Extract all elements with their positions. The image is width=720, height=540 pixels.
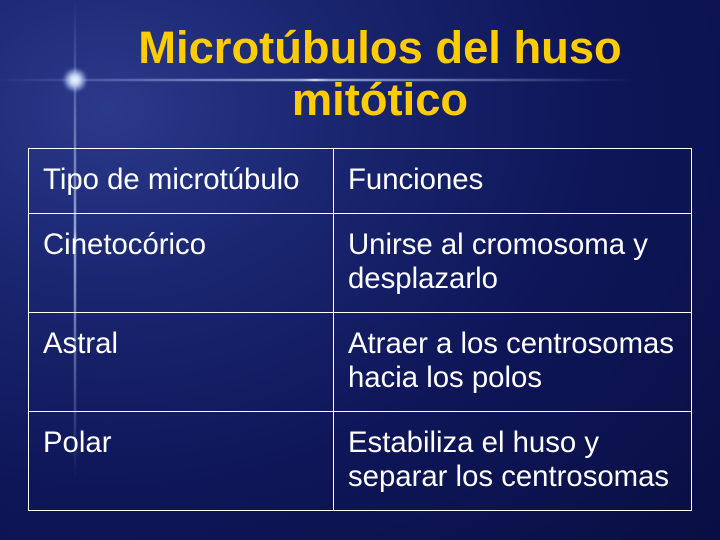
- column-header-tipo: Tipo de microtúbulo: [29, 149, 334, 214]
- table-row: Cinetocórico Unirse al cromosoma y despl…: [29, 214, 692, 313]
- cell-tipo: Cinetocórico: [29, 214, 334, 313]
- slide-title-line2: mitótico: [108, 74, 652, 126]
- table-row: Polar Estabiliza el huso y separar los c…: [29, 412, 692, 511]
- cell-funcion: Unirse al cromosoma y desplazarlo: [333, 214, 691, 313]
- table-header-row: Tipo de microtúbulo Funciones: [29, 149, 692, 214]
- microtubule-table: Tipo de microtúbulo Funciones Cinetocóri…: [28, 148, 692, 511]
- cell-funcion: Atraer a los centrosomas hacia los polos: [333, 313, 691, 412]
- cell-funcion: Estabiliza el huso y separar los centros…: [333, 412, 691, 511]
- table-row: Astral Atraer a los centrosomas hacia lo…: [29, 313, 692, 412]
- slide-title-line1: Microtúbulos del huso: [108, 22, 652, 74]
- column-header-funciones: Funciones: [333, 149, 691, 214]
- slide: Microtúbulos del huso mitótico Tipo de m…: [0, 0, 720, 540]
- cell-tipo: Astral: [29, 313, 334, 412]
- slide-title: Microtúbulos del huso mitótico: [108, 22, 652, 126]
- cell-tipo: Polar: [29, 412, 334, 511]
